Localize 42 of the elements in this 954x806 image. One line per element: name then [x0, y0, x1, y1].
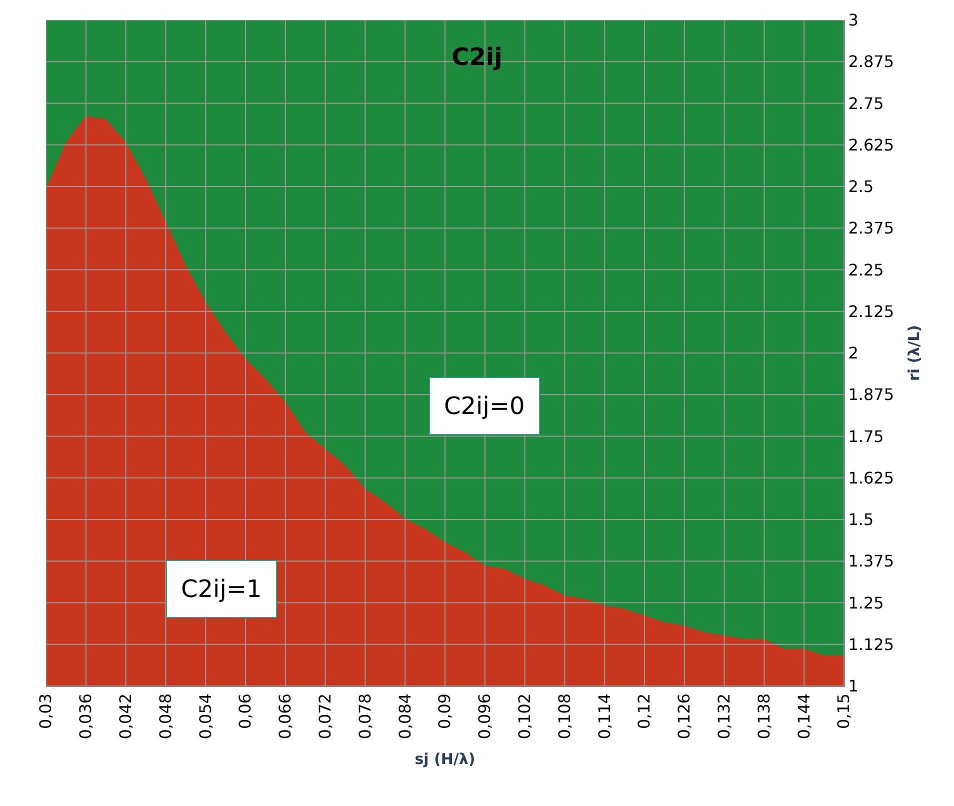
y-tick-label: 2.875: [848, 52, 894, 72]
x-tick-label: 0,108: [554, 693, 574, 740]
x-axis-title: sj (H/λ): [414, 750, 476, 768]
annotation: C2ij=1: [181, 575, 262, 603]
y-tick-label: 1.625: [848, 468, 894, 488]
x-tick-label: 0,042: [116, 693, 135, 740]
x-tick-label: 0,078: [355, 693, 374, 740]
annotation: C2ij=0: [444, 392, 525, 420]
y-axis-title: ri (λ/L): [905, 324, 924, 382]
x-tick-label: 0,06: [236, 693, 255, 730]
y-tick-label: 2.25: [848, 260, 884, 280]
y-tick-label: 2.75: [848, 94, 884, 113]
x-tick-label: 0,144: [794, 693, 814, 740]
x-tick-label: 0,132: [714, 693, 734, 740]
y-tick-label: 2.625: [848, 135, 894, 154]
x-tick-label: 0,12: [634, 693, 654, 730]
x-tick-label: 0,09: [435, 693, 454, 730]
y-tick-label: 2.5: [848, 177, 874, 196]
y-tick-label: 1.75: [848, 426, 884, 446]
x-tick-label: 0,096: [475, 693, 494, 740]
y-tick-label: 2.375: [848, 218, 894, 238]
x-tick-label: 0,072: [316, 693, 334, 740]
y-tick-label: 3: [848, 10, 858, 30]
y-tick-label: 2.125: [848, 302, 894, 321]
y-tick-label: 2: [848, 344, 858, 363]
x-tick-label: 0,048: [156, 693, 175, 740]
x-tick-label: 0,03: [36, 693, 56, 730]
x-tick-label: 0,036: [76, 693, 96, 740]
x-tick-label: 0,084: [395, 693, 414, 740]
x-tick-label: 0,138: [754, 693, 774, 740]
x-tick-label: 0,114: [594, 693, 614, 740]
x-tick-label: 0,066: [276, 693, 295, 740]
y-tick-label: 1.375: [848, 552, 894, 571]
x-tick-label: 0,126: [674, 693, 694, 740]
y-tick-label: 1.25: [848, 593, 884, 612]
y-tick-label: 1.125: [848, 634, 894, 654]
x-tick-label: 0,102: [515, 693, 534, 740]
y-tick-label: 1: [848, 676, 858, 696]
y-tick-label: 1.5: [848, 510, 874, 530]
x-tick-label: 0,15: [834, 693, 854, 730]
x-tick-label: 0,054: [196, 693, 215, 740]
y-tick-label: 1.875: [848, 385, 894, 404]
